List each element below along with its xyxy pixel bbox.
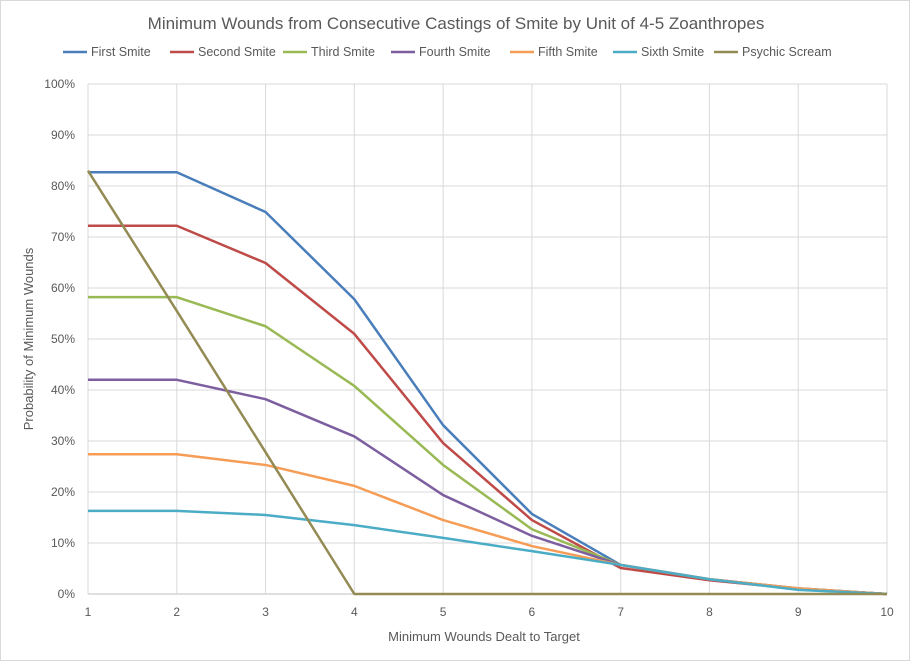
x-tick-label: 1 — [85, 605, 92, 619]
legend-label: Psychic Scream — [742, 45, 832, 59]
y-tick-label: 90% — [51, 128, 75, 142]
legend-label: First Smite — [91, 45, 151, 59]
legend-item: Psychic Scream — [714, 45, 832, 59]
x-tick-label: 5 — [440, 605, 447, 619]
y-tick-label: 100% — [44, 77, 75, 91]
series-line-third-smite — [88, 295, 888, 596]
legend-item: Fifth Smite — [510, 45, 598, 59]
x-tick-label: 3 — [262, 605, 269, 619]
x-tick-label: 4 — [351, 605, 358, 619]
y-tick-label: 40% — [51, 383, 75, 397]
y-tick-label: 20% — [51, 485, 75, 499]
gridlines — [87, 83, 888, 595]
y-tick-label: 80% — [51, 179, 75, 193]
series-line-fourth-smite — [88, 378, 888, 596]
legend-label: Sixth Smite — [641, 45, 704, 59]
x-tick-label: 9 — [795, 605, 802, 619]
legend-label: Third Smite — [311, 45, 375, 59]
legend: First Smite Second Smite Third Smite Fourth… — [63, 45, 832, 59]
y-tick-label: 70% — [51, 230, 75, 244]
legend-item: Third Smite — [283, 45, 375, 59]
legend-label: Fourth Smite — [419, 45, 491, 59]
y-tick-label: 0% — [58, 587, 76, 601]
x-tick-label: 7 — [617, 605, 624, 619]
series-line-sixth-smite — [88, 509, 888, 596]
x-tick-label: 2 — [173, 605, 180, 619]
x-tick-label: 10 — [880, 605, 894, 619]
y-axis-ticks: 0% 10% 20% 30% 40% 50% 60% 70% 80% 90% 100% — [44, 77, 75, 601]
x-tick-label: 8 — [706, 605, 713, 619]
legend-label: Second Smite — [198, 45, 276, 59]
legend-item: Sixth Smite — [613, 45, 704, 59]
y-tick-label: 30% — [51, 434, 75, 448]
x-axis-ticks: 1 2 3 4 5 6 7 8 9 10 — [85, 605, 894, 619]
series-line-psychic-scream — [86, 170, 887, 596]
y-axis-label: Probability of Minimum Wounds — [21, 247, 36, 430]
y-tick-label: 60% — [51, 281, 75, 295]
series-line-first-smite — [88, 170, 888, 596]
legend-item: Fourth Smite — [391, 45, 491, 59]
series-lines — [86, 170, 888, 596]
series-line-fifth-smite — [88, 453, 888, 596]
legend-label: Fifth Smite — [538, 45, 598, 59]
chart-title: Minimum Wounds from Consecutive Castings… — [148, 14, 765, 33]
y-tick-label: 10% — [51, 536, 75, 550]
legend-item: Second Smite — [170, 45, 276, 59]
series-line-second-smite — [88, 224, 888, 596]
x-tick-label: 6 — [529, 605, 536, 619]
y-tick-label: 50% — [51, 332, 75, 346]
x-axis-label: Minimum Wounds Dealt to Target — [388, 629, 580, 644]
legend-item: First Smite — [63, 45, 151, 59]
